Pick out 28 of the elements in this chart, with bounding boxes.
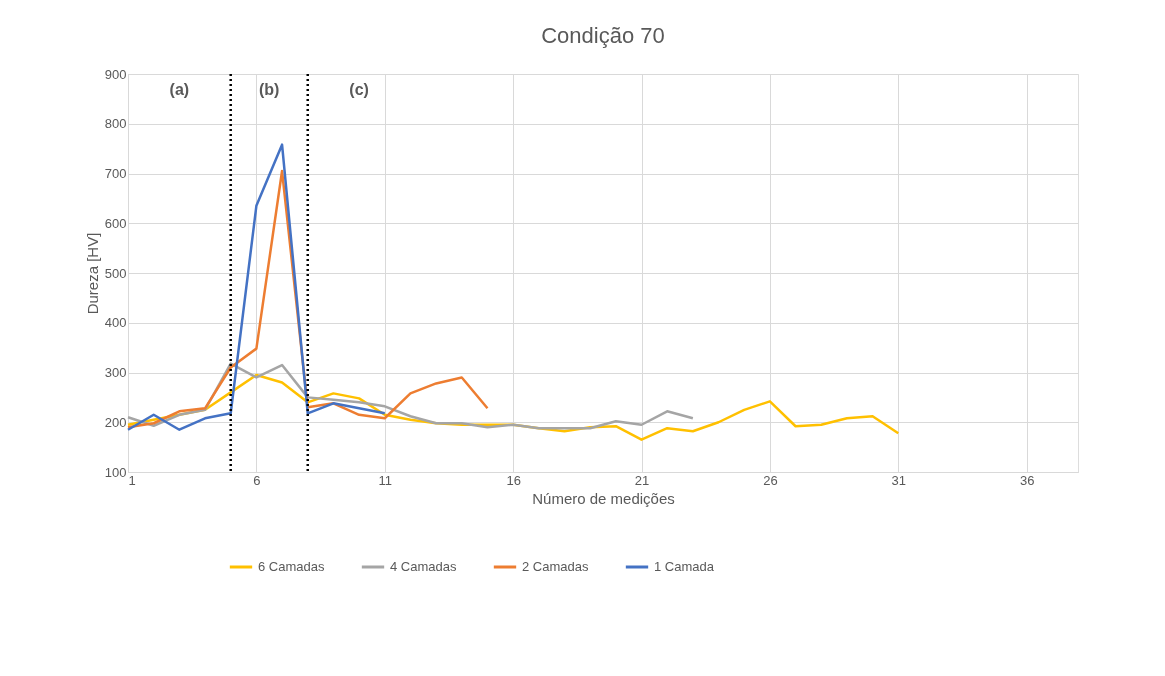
y-tick-label: 200 bbox=[104, 414, 127, 430]
y-tick-label: 100 bbox=[104, 464, 127, 480]
annotation: (b) bbox=[259, 81, 280, 98]
y-tick-label: 400 bbox=[104, 315, 127, 331]
x-tick-label: 1 bbox=[128, 472, 136, 488]
x-tick-label: 6 bbox=[253, 472, 261, 488]
y-tick-label: 300 bbox=[104, 365, 127, 380]
x-tick-label: 26 bbox=[763, 472, 778, 488]
x-tick-label: 16 bbox=[506, 472, 521, 488]
y-tick-label: 700 bbox=[104, 166, 127, 181]
y-tick-label: 500 bbox=[104, 265, 127, 281]
annotation: (c) bbox=[349, 81, 369, 98]
x-axis-title: Número de medições bbox=[532, 489, 675, 507]
chart-title: Condição 70 bbox=[541, 23, 665, 48]
x-tick-label: 21 bbox=[634, 472, 650, 488]
legend-label: 4 Camadas bbox=[390, 559, 457, 574]
x-tick-label: 36 bbox=[1019, 472, 1035, 488]
legend-label: 1 Camada bbox=[654, 559, 715, 574]
y-tick-label: 600 bbox=[104, 215, 127, 231]
annotation: (a) bbox=[169, 81, 190, 98]
legend-label: 2 Camadas bbox=[522, 559, 589, 574]
line-series bbox=[126, 143, 387, 431]
x-tick-label: 31 bbox=[891, 472, 906, 488]
y-tick-label: 900 bbox=[104, 66, 127, 82]
legend-label: 6 Camadas bbox=[258, 559, 325, 574]
y-tick-label: 800 bbox=[104, 116, 127, 132]
x-tick-label: 11 bbox=[378, 472, 393, 488]
y-axis-title: Dureza [HV] bbox=[83, 232, 101, 315]
